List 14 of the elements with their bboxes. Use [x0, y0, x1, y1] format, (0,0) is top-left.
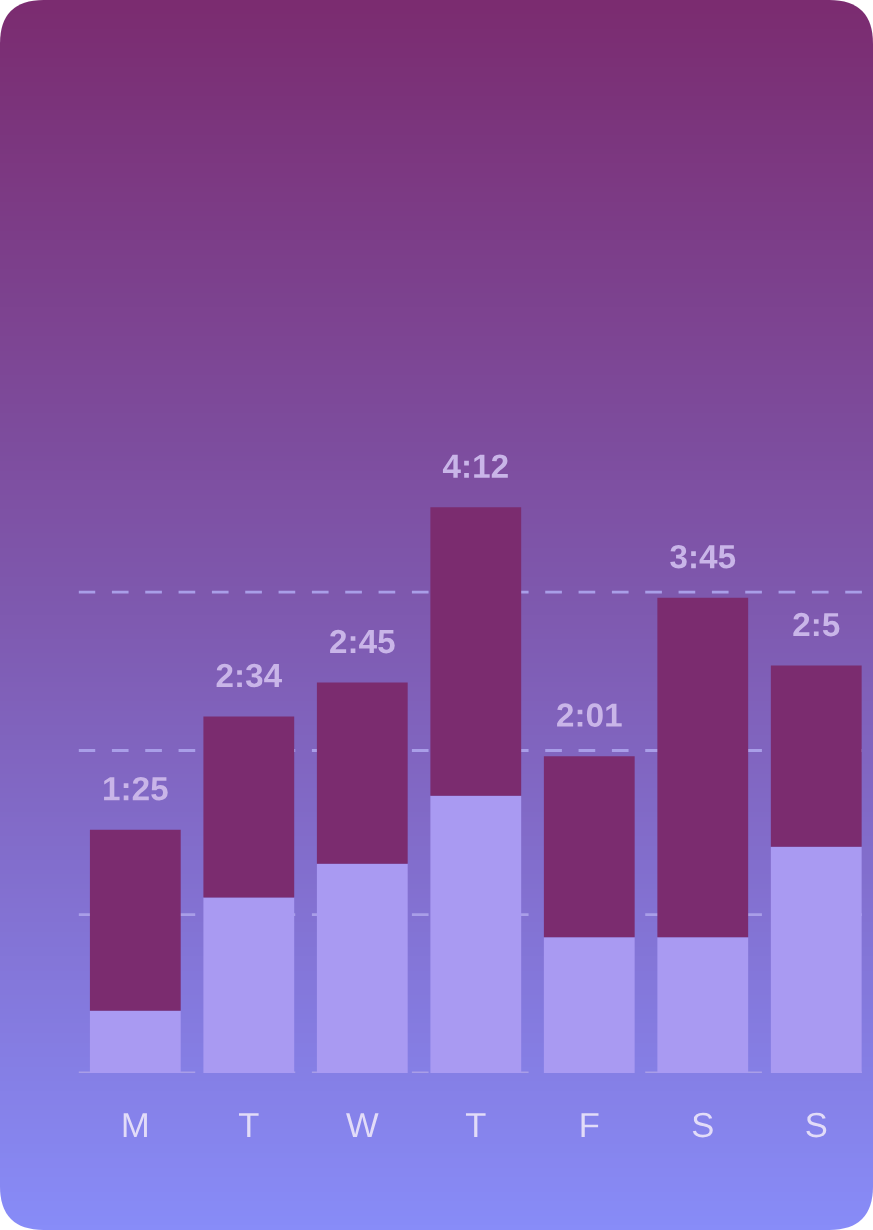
annotation: 3:45 — [670, 544, 736, 569]
annotation: 2:01 — [557, 703, 622, 727]
x-tick-label: M — [123, 1113, 147, 1138]
annotation: 1:25 — [104, 776, 168, 801]
text: 4:12 — [442, 454, 508, 478]
x-tick-label: W — [346, 1113, 379, 1138]
x-tick-label: T — [465, 1113, 486, 1138]
annotation: 2:5 — [793, 612, 840, 637]
annotation: 2:45 — [330, 629, 395, 654]
x-tick-label: T — [238, 1113, 259, 1138]
x-tick-label: F — [581, 1113, 599, 1138]
x-tick-label: S — [692, 1112, 713, 1138]
annotation: 2:34 — [216, 663, 282, 688]
x-tick-label: S — [806, 1112, 827, 1138]
